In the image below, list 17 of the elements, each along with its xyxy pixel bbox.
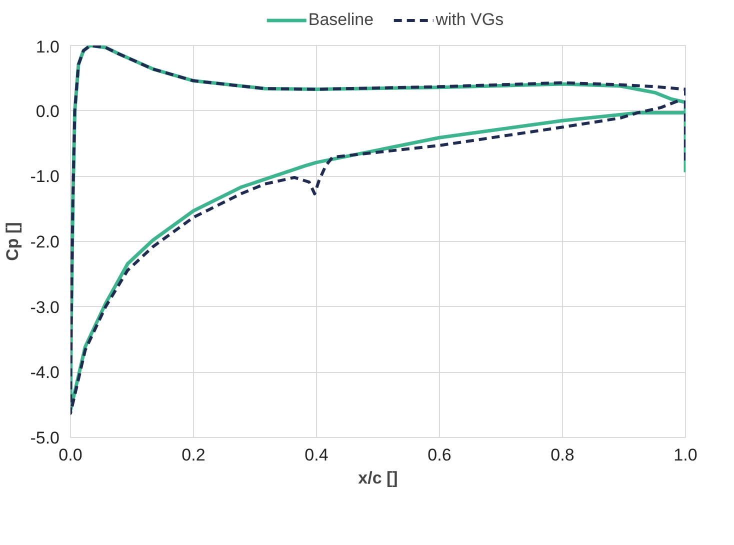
y-tick-label: -1.0: [30, 167, 60, 186]
y-tick-label: -2.0: [30, 232, 60, 252]
x-tick-label: 0.6: [428, 446, 452, 464]
y-tick-label: 0.0: [36, 102, 60, 121]
x-tick-label: 0.0: [58, 446, 82, 464]
y-tick-label: 1.0: [36, 38, 60, 56]
y-tick-label: -4.0: [30, 363, 60, 382]
legend-label: Baseline: [308, 10, 374, 30]
legend-label: with VGs: [436, 10, 504, 30]
y-tick-label: -5.0: [30, 428, 60, 448]
x-tick-label: 0.2: [182, 446, 206, 464]
y-axis-title: Cp []: [3, 222, 22, 261]
x-tick-label: 0.8: [550, 446, 574, 464]
y-tick-label: -3.0: [30, 298, 60, 317]
x-tick-label: 1.0: [674, 446, 698, 464]
x-tick-label: 0.4: [304, 446, 328, 464]
x-axis-title: x/c []: [358, 468, 398, 488]
